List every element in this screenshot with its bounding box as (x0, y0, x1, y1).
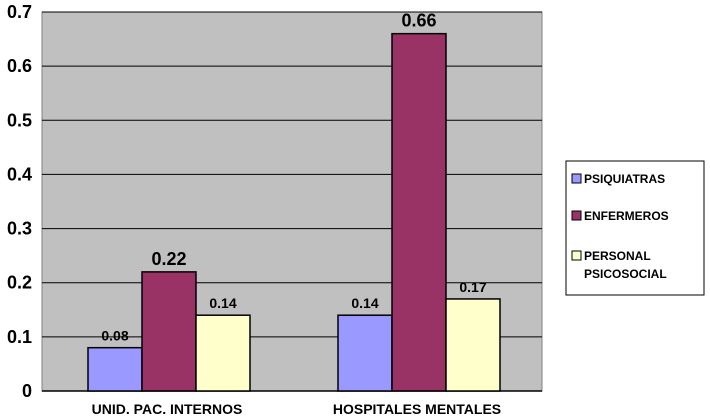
bar-psiquiatras-2 (337, 314, 393, 392)
category-label: HOSPITALES MENTALES (333, 401, 501, 417)
bar-personal-psicosocial-1 (195, 314, 251, 392)
legend-swatch-psiquiatras (571, 173, 582, 184)
bar-psiquiatras-1 (87, 346, 143, 392)
y-axis-ticks: 0 0.1 0.2 0.3 0.4 0.5 0.6 0.7 (7, 2, 32, 401)
y-tick-label: 0.3 (7, 219, 32, 239)
bars (87, 32, 501, 392)
data-label: 0.14 (351, 295, 378, 311)
y-tick-label: 0.2 (7, 273, 32, 293)
data-label: 0.66 (401, 11, 436, 31)
y-tick-label: 0 (22, 381, 32, 401)
bar-personal-psicosocial-2 (445, 298, 501, 392)
legend-label: PERSONAL PSICOSOCIAL (584, 249, 667, 281)
legend-label: ENFERMEROS (584, 209, 669, 223)
legend-swatch-personal-psicosocial (571, 250, 582, 261)
data-label: 0.22 (151, 249, 186, 269)
data-label: 0.08 (101, 328, 128, 344)
legend-swatch-enfermeros (571, 210, 582, 221)
legend: PSIQUIATRAS ENFERMEROS PERSONAL PSICOSOCIAL (565, 160, 705, 296)
y-tick-label: 0.1 (7, 327, 32, 347)
bar-enfermeros-2 (391, 32, 447, 392)
data-label: 0.17 (459, 279, 486, 295)
legend-label: PSIQUIATRAS (584, 172, 665, 186)
bar-enfermeros-1 (141, 271, 197, 392)
data-labels: 0.08 0.22 0.14 0.14 0.66 0.17 (101, 11, 486, 344)
category-label: UNID. PAC. INTERNOS (92, 401, 243, 417)
data-label: 0.14 (209, 295, 236, 311)
y-tick-label: 0.5 (7, 110, 32, 130)
y-tick-label: 0.4 (7, 164, 32, 184)
x-axis-categories: UNID. PAC. INTERNOS HOSPITALES MENTALES (92, 401, 501, 417)
y-tick-label: 0.6 (7, 56, 32, 76)
legend-box (565, 160, 705, 296)
y-tick-label: 0.7 (7, 2, 32, 22)
